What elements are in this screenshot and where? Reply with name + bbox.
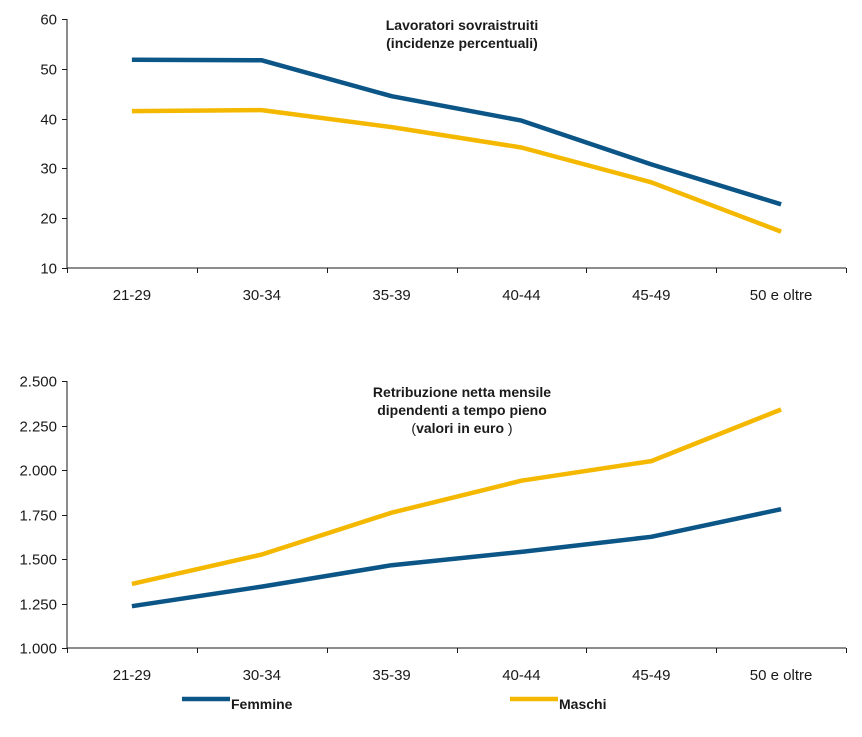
x-tick-label: 35-39 <box>372 667 410 684</box>
chart-2: 1.000 1.250 1.500 1.750 2.000 2.250 2.500 21-29… <box>19 374 847 684</box>
chart-title-line: (incidenze percentuali) <box>386 35 538 51</box>
x-tick-label: 50 e oltre <box>750 667 813 684</box>
x-tick-label: 40-44 <box>502 667 540 684</box>
y-tick-label: 50 <box>40 62 57 79</box>
chart-title-part: Retribuzione netta mensile <box>373 384 551 400</box>
chart-1: 10 20 30 40 50 60 21-29 30-34 35-39 40-44 45-49 50 … <box>40 12 847 304</box>
x-tick-label: 45-49 <box>632 667 670 684</box>
x-tick-label: 30-34 <box>243 287 281 304</box>
y-tick-label: 1.500 <box>19 552 57 569</box>
y-tick-label: 2.500 <box>19 374 57 391</box>
chart-title-line: Retribuzione netta mensile <box>373 384 551 400</box>
x-tick-label: 35-39 <box>372 287 410 304</box>
x-tick-label: 45-49 <box>632 287 670 304</box>
chart-title: Retribuzione netta mensile dipendenti a t… <box>373 384 551 436</box>
chart-title-part: Lavoratori sovraistruiti <box>386 17 539 33</box>
series-line-femmine <box>131 57 782 207</box>
y-tick-label: 1.250 <box>19 597 57 614</box>
chart-title-part: (incidenze percentuali) <box>386 35 538 51</box>
series-line-femmine <box>131 506 782 609</box>
series-line-maschi <box>131 107 782 234</box>
series-line-maschi <box>131 407 782 587</box>
chart-title-part: ) <box>504 420 513 436</box>
x-tick-label: 50 e oltre <box>750 287 813 304</box>
legend: Femmine Maschi <box>182 696 606 712</box>
chart-title: Lavoratori sovraistruiti (incidenze perce… <box>386 17 539 51</box>
chart-title-part: dipendenti a tempo pieno <box>377 402 547 418</box>
chart-title-part: ( <box>411 420 416 436</box>
x-tick-label: 21-29 <box>113 667 151 684</box>
y-tick-label: 20 <box>40 211 57 228</box>
y-tick-label: 2.000 <box>19 463 57 480</box>
chart-title-line: Lavoratori sovraistruiti <box>386 17 539 33</box>
y-tick-label: 30 <box>40 161 57 178</box>
y-tick-label: 10 <box>40 261 57 278</box>
y-tick-label: 2.250 <box>19 419 57 436</box>
y-tick-label: 40 <box>40 112 57 129</box>
x-tick-label: 21-29 <box>113 287 151 304</box>
x-tick-label: 30-34 <box>243 667 281 684</box>
chart-title-line: (valori in euro ) <box>411 420 512 436</box>
x-tick-label: 40-44 <box>502 287 540 304</box>
legend-label-maschi: Maschi <box>559 696 606 712</box>
y-tick-label: 60 <box>40 12 57 29</box>
chart-title-line: dipendenti a tempo pieno <box>377 402 547 418</box>
y-tick-label: 1.750 <box>19 508 57 525</box>
legend-label-femmine: Femmine <box>231 696 293 712</box>
y-tick-label: 1.000 <box>19 641 57 658</box>
chart-title-part: valori in euro <box>416 420 504 436</box>
